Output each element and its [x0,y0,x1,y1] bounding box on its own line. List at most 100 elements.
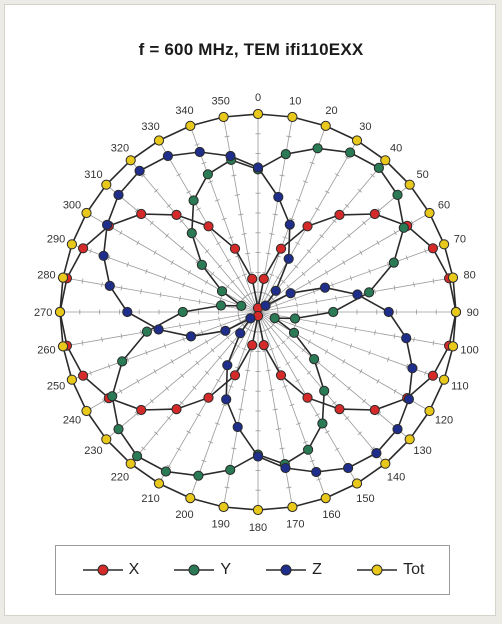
grid-tick [228,385,234,388]
grid-tick [159,292,162,298]
grid-tick [238,408,244,411]
grid-tick [405,363,409,369]
grid-tick [359,369,363,374]
grid-tick [241,347,247,351]
data-point-z [225,150,236,162]
data-point-x [229,370,241,381]
legend: X Y Z Tot [55,545,450,595]
grid-tick [166,464,172,468]
grid-tick [180,246,185,251]
data-point-z [134,165,145,176]
data-point-y [186,228,197,239]
data-point-tot [185,120,196,132]
grid-tick [370,446,375,451]
grid-tick [102,398,106,404]
data-point-z [153,324,164,335]
grid-tick [208,180,214,183]
grid-tick [293,323,297,329]
grid-tick [126,262,129,268]
grid-tick [179,295,181,301]
data-point-z [185,331,197,342]
grid-tick [332,401,337,405]
grid-tick [81,340,84,346]
angle-labels: 0 10 20 30 40 50 60 70 80 90 100 110 120 130 140 150 160… [34,92,479,534]
grid-tick [187,270,192,275]
data-point-tot [66,239,78,250]
grid-tick [234,194,240,196]
grid-tick [272,408,278,411]
data-point-x [334,209,345,220]
data-point-y [215,300,227,311]
grid-tick [374,330,376,336]
grid-tick [342,359,346,364]
legend-label: Y [220,561,232,578]
data-point-z [311,466,322,478]
legend-item-y: Y [172,561,231,579]
grid-tick [289,217,295,221]
data-point-z [285,288,296,299]
angle-label: 200 [175,509,193,521]
data-point-y [107,391,118,402]
grid-tick [163,275,167,281]
grid-tick [204,249,210,254]
grid-tick [281,279,286,284]
grid-tick [210,271,215,276]
grid-tick [286,135,292,138]
series-z [98,146,418,478]
grid-tick [387,262,390,268]
grid-tick [357,431,362,436]
angle-label: 180 [249,522,267,534]
legend-label: Z [312,561,322,578]
data-point-y [345,147,356,158]
grid-tick [362,398,367,404]
grid-tick [269,347,275,351]
grid-tick [176,447,182,451]
data-point-y [113,424,124,435]
angle-label: 290 [47,234,65,246]
grid-tick [294,264,299,269]
grid-tick [219,323,223,329]
data-point-tot [101,434,112,445]
legend-item-x: X [81,561,139,579]
data-point-y [141,326,152,337]
data-point-y [225,464,236,475]
data-point-tot [81,207,92,219]
grid-tick [368,350,371,356]
grid-tick [89,370,92,376]
angle-label: 220 [111,472,129,484]
grid-tick [180,373,185,378]
angle-label: 30 [359,121,371,133]
grid-tick [228,236,234,239]
data-point-tot [439,239,450,250]
grid-tick [324,270,329,275]
data-point-x [203,221,214,232]
data-point-tot [66,374,78,385]
data-point-x [258,340,269,351]
grid-tick [335,323,337,329]
data-point-tot [252,504,264,516]
grid-tick [196,413,201,417]
data-point-tot [320,120,331,132]
data-point-z [235,328,246,339]
grid-tick [107,363,111,369]
grid-tick [331,246,336,251]
grid-tick [334,173,340,177]
legend-label: Tot [403,561,425,578]
grid-tick [342,260,346,265]
data-point-y [392,189,403,200]
grid-tick [315,299,318,305]
grid-tick [294,355,299,360]
data-point-tot [57,272,69,283]
grid-tick [149,398,154,404]
grid-tick [241,389,247,391]
grid-tick [324,190,330,194]
legend-swatch-y [174,564,215,576]
grid-tick [136,378,140,384]
data-point-tot [125,155,136,166]
data-point-tot [218,501,229,513]
grid-tick [279,447,285,450]
grid-tick [235,344,241,348]
data-point-z [194,146,205,158]
grid-tick [307,279,312,285]
grid-tick [312,329,316,335]
